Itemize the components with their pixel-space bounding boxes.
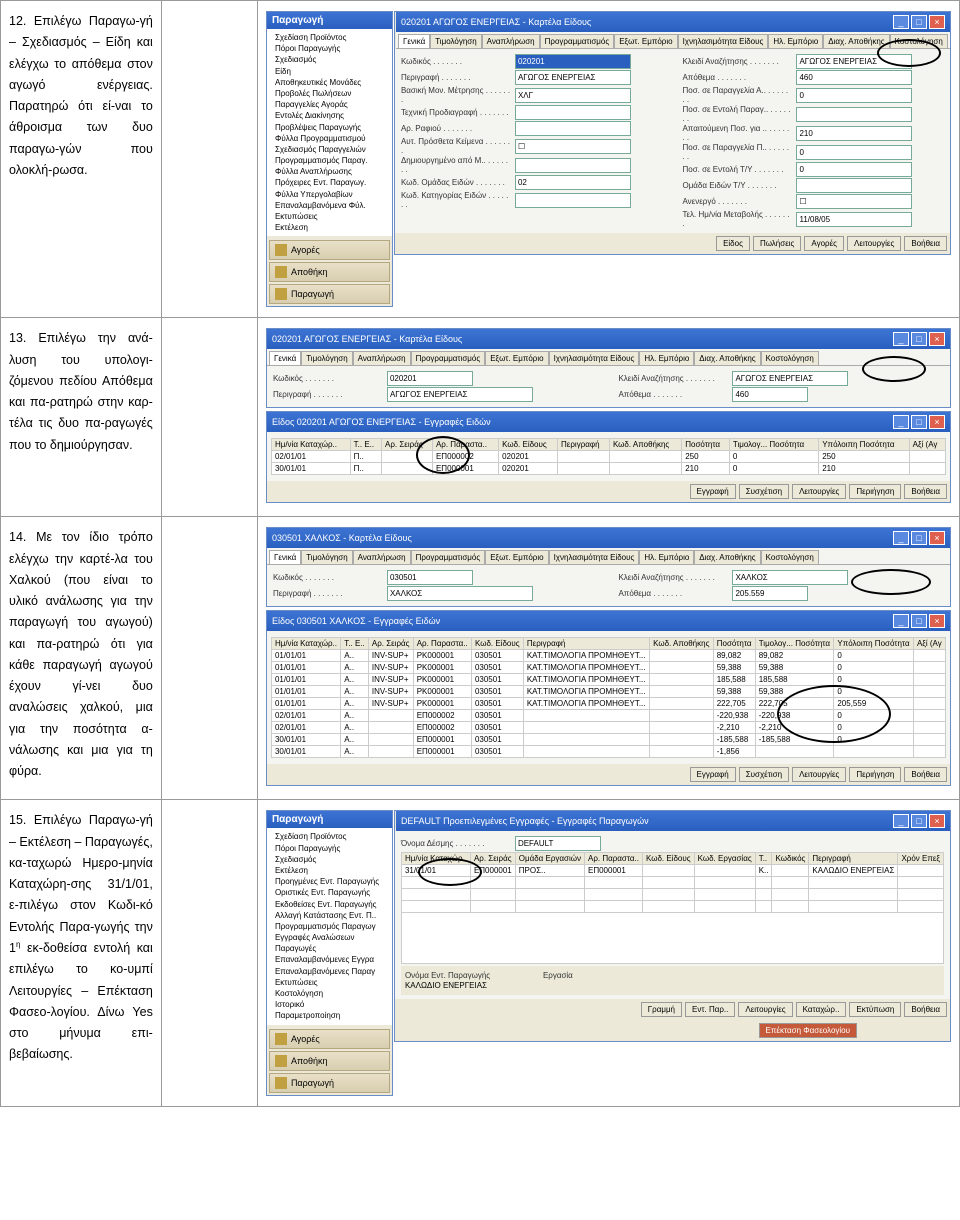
side-panel: Παραγωγή Σχεδίαση ΠροϊόντοςΠόροι Παραγωγ… [266, 810, 393, 1095]
tab[interactable]: Τιμολόγηση [301, 550, 352, 564]
maximize-icon[interactable]: □ [911, 332, 927, 346]
tab[interactable]: Εξωτ. Εμπόριο [485, 550, 548, 564]
tab[interactable]: Προγραμματισμός [540, 34, 615, 48]
tab[interactable]: Ηλ. Εμπόριο [768, 34, 823, 48]
tab[interactable]: Ηλ. Εμπόριο [639, 351, 694, 365]
tab[interactable]: Γενικά [269, 550, 301, 564]
button[interactable]: Λειτουργίες [738, 1002, 792, 1017]
tab[interactable]: Τιμολόγηση [430, 34, 481, 48]
step-12-text: 12. Επιλέγω Παραγω-γή – Σχεδιασμός – Είδ… [1, 1, 162, 318]
button[interactable]: Εγγραφή [690, 767, 736, 782]
tab[interactable]: Γενικά [398, 34, 430, 48]
tab[interactable]: Εξωτ. Εμπόριο [614, 34, 677, 48]
step-13-text: 13. Επιλέγω την ανά-λυση του υπολογι-ζόμ… [1, 318, 162, 517]
tab[interactable]: Ιχνηλασιμότητα Είδους [549, 550, 640, 564]
close-icon[interactable]: × [929, 332, 945, 346]
maximize-icon[interactable]: □ [911, 15, 927, 29]
tab[interactable]: Κοστολόγηση [761, 550, 819, 564]
tab[interactable]: Αναπλήρωση [353, 351, 411, 365]
button[interactable]: Πωλήσεις [753, 236, 801, 251]
button[interactable]: Εκτύπωση [849, 1002, 901, 1017]
button[interactable]: Περιήγηση [849, 484, 901, 499]
button[interactable]: Περιήγηση [849, 767, 901, 782]
button[interactable]: Βοήθεια [904, 767, 947, 782]
button[interactable]: Εγγραφή [690, 484, 736, 499]
button[interactable]: Είδος [716, 236, 750, 251]
production-table[interactable]: Ημ/νία Καταχώρ..Αρ. ΣειράςΟμάδα Εργασιών… [401, 852, 944, 913]
step-14-text: 14. Με τον ίδιο τρόπο ελέγχω την καρτέ-λ… [1, 517, 162, 800]
tab[interactable]: Προγραμματισμός [411, 351, 486, 365]
window-title: 020201 ΑΓΩΓΟΣ ΕΝΕΡΓΕΙΑΣ - Καρτέλα Είδους [401, 17, 591, 27]
button[interactable]: Λειτουργίες [792, 484, 846, 499]
tab[interactable]: Ηλ. Εμπόριο [639, 550, 694, 564]
side-panel: Παραγωγή Σχεδίαση ΠροϊόντοςΠόροι Παραγωγ… [266, 11, 393, 307]
entries-table: Ημ/νία Καταχώρ..Τ.. Ε..Αρ. ΣειράςΑρ. Παρ… [271, 637, 946, 758]
minimize-icon[interactable]: _ [893, 332, 909, 346]
button[interactable]: Λειτουργίες [847, 236, 901, 251]
button[interactable]: Αγορές [804, 236, 844, 251]
tab[interactable]: Αναπλήρωση [482, 34, 540, 48]
button[interactable]: Βοήθεια [904, 1002, 947, 1017]
button[interactable]: Συσχέτιση [739, 767, 789, 782]
tab[interactable]: Εξωτ. Εμπόριο [485, 351, 548, 365]
tab[interactable]: Αναπλήρωση [353, 550, 411, 564]
button[interactable]: Γραμμή [641, 1002, 682, 1017]
tab[interactable]: Διαχ. Αποθήκης [823, 34, 889, 48]
subwindow-title: Είδος 020201 ΑΓΩΓΟΣ ΕΝΕΡΓΕΙΑΣ - Εγγραφές… [272, 417, 491, 427]
button[interactable]: Συσχέτιση [739, 484, 789, 499]
subwindow-title: Είδος 030501 ΧΑΛΚΟΣ - Εγγραφές Ειδών [272, 616, 440, 626]
tab[interactable]: Διαχ. Αποθήκης [694, 550, 760, 564]
tab[interactable]: Ιχνηλασιμότητα Είδους [678, 34, 769, 48]
entries-table: Ημ/νία Καταχώρ..Τ.. Ε..Αρ. ΣειράςΑρ. Παρ… [271, 438, 946, 475]
step-15-text: 15. Επιλέγω Παραγω-γή – Εκτέλεση – Παραγ… [1, 800, 162, 1106]
close-icon[interactable]: × [929, 15, 945, 29]
window-title: DEFAULT Προεπιλεγμένες Εγγραφές - Εγγραφ… [401, 816, 649, 826]
button[interactable]: Βοήθεια [904, 484, 947, 499]
tab[interactable]: Γενικά [269, 351, 301, 365]
window-title: 030501 ΧΑΛΚΟΣ - Καρτέλα Είδους [272, 533, 412, 543]
button[interactable]: Βοήθεια [904, 236, 947, 251]
tab[interactable]: Κοστολόγηση [890, 34, 948, 48]
tab[interactable]: Ιχνηλασιμότητα Είδους [549, 351, 640, 365]
minimize-icon[interactable]: _ [893, 15, 909, 29]
tab[interactable]: Τιμολόγηση [301, 351, 352, 365]
tab[interactable]: Κοστολόγηση [761, 351, 819, 365]
tab[interactable]: Διαχ. Αποθήκης [694, 351, 760, 365]
window-title: 020201 ΑΓΩΓΟΣ ΕΝΕΡΓΕΙΑΣ - Καρτέλα Είδους [272, 334, 462, 344]
button[interactable]: Λειτουργίες [792, 767, 846, 782]
expand-routing-button[interactable]: Επέκταση Φασεολογίου [759, 1023, 857, 1038]
button[interactable]: Εντ. Παρ.. [685, 1002, 735, 1017]
button[interactable]: Καταχώρ.. [796, 1002, 847, 1017]
tab[interactable]: Προγραμματισμός [411, 550, 486, 564]
